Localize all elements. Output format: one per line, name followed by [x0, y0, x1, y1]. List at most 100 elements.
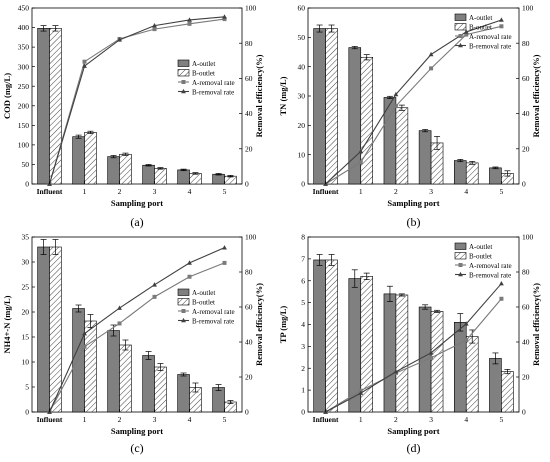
bar-b-outlet: [325, 28, 338, 185]
point-a-removal-rate: [464, 338, 469, 343]
x-axis-title: Sampling port: [111, 426, 163, 436]
point-b-removal-rate: [499, 280, 504, 286]
bar-a-outlet: [37, 28, 50, 185]
x-tick-label: 3: [429, 187, 433, 196]
bar-b-outlet: [119, 153, 132, 185]
line-b-removal-rate: [48, 247, 225, 413]
legend-marker: [181, 317, 186, 323]
point-a-removal-rate: [152, 27, 157, 32]
panel-label: (c): [130, 441, 143, 455]
y-tick-label: 50: [298, 33, 306, 42]
line-a-removal-rate: [325, 298, 502, 413]
line-b-removal-rate: [325, 283, 502, 413]
x-tick-label: 5: [500, 415, 504, 424]
y-axis-title: TP (mg/L): [278, 306, 288, 344]
x-tick-label: 2: [118, 187, 122, 196]
y-tick-label: 5: [301, 298, 305, 307]
bar-a-outlet: [453, 160, 467, 185]
point-a-removal-rate: [429, 66, 434, 71]
x-tick-label: Influent: [37, 415, 63, 424]
y-tick-label: 20: [298, 121, 306, 130]
bar-a-outlet: [313, 28, 326, 185]
bar-a-outlet: [107, 156, 120, 185]
legend-marker: [458, 42, 463, 48]
bar-b-outlet: [189, 173, 202, 185]
y-tick-label: 0: [25, 180, 29, 189]
point-b-removal-rate: [187, 17, 192, 22]
y2-tick-label: 80: [245, 39, 253, 48]
line-a-removal-rate: [325, 25, 502, 185]
y-tick-label: 60: [298, 4, 306, 13]
bar-a-outlet: [37, 246, 50, 413]
legend-label: B-removal rate: [469, 271, 511, 279]
bar-b-outlet: [430, 311, 444, 413]
panel-2: 0 10 20 30 40 50 60 0 20 40 60 80 100 Influent 1 2 3 4 5 Sa…: [278, 4, 541, 229]
point-b-removal-rate: [152, 23, 157, 28]
y-tick-label: 3: [301, 342, 305, 351]
panel-1: 0 50 100 150 200 250 300 350 400 450 0 20 40 60 80 100 I…: [2, 4, 264, 229]
point-b-removal-rate: [393, 91, 399, 97]
x-tick-label: 4: [188, 187, 192, 196]
y2-tick-label: 0: [522, 408, 526, 417]
legend-marker: [181, 88, 186, 94]
point-a-removal-rate: [152, 294, 157, 299]
y2-tick-label: 60: [245, 74, 253, 83]
legend-label: B-removal rate: [192, 317, 234, 325]
y2-tick-label: 80: [522, 268, 530, 277]
panel-label: (d): [407, 441, 421, 455]
y-tick-label: 250: [18, 82, 30, 91]
point-a-removal-rate: [499, 24, 504, 29]
panel-3: 0 5 10 15 20 25 30 35 0 20 40 60 80 100 Influent 1 2 3 4 5 S…: [2, 233, 264, 455]
panel-label: (b): [407, 215, 421, 229]
legend-marker: [181, 80, 186, 84]
legend-label: A-outlet: [192, 289, 215, 297]
legend-label: A-outlet: [192, 60, 215, 68]
y-tick-label: 6: [301, 276, 305, 285]
legend-swatch-b-outlet: [177, 298, 190, 306]
point-a-removal-rate: [82, 344, 87, 349]
point-a-removal-rate: [358, 160, 363, 165]
x-tick-label: Influent: [37, 187, 63, 196]
y2-axis-title: Removal efficiency(%): [254, 283, 264, 366]
y2-tick-label: 80: [245, 268, 253, 277]
bar-a-outlet: [313, 259, 326, 413]
x-tick-label: Influent: [313, 187, 339, 196]
y2-tick-label: 0: [245, 408, 249, 417]
legend-label: A-removal rate: [192, 308, 235, 316]
y2-tick-label: 60: [522, 74, 530, 83]
y2-tick-label: 40: [245, 338, 253, 347]
y2-tick-label: 40: [245, 109, 253, 118]
point-a-removal-rate: [222, 260, 227, 265]
y-tick-label: 2: [301, 364, 305, 373]
point-a-removal-rate: [187, 21, 192, 26]
point-b-removal-rate: [393, 369, 399, 374]
y-tick-label: 20: [22, 308, 30, 317]
y-tick-label: 1: [301, 386, 305, 395]
point-b-removal-rate: [222, 14, 227, 19]
y2-tick-label: 40: [522, 338, 530, 347]
point-a-removal-rate: [117, 321, 122, 326]
y-tick-label: 50: [22, 160, 30, 169]
legend-swatch-b-outlet: [177, 69, 190, 77]
bar-a-outlet: [489, 358, 502, 413]
bar-b-outlet: [49, 246, 62, 413]
legend-label: B-removal rate: [469, 42, 511, 50]
bar-b-outlet: [501, 371, 514, 413]
x-tick-label: 2: [118, 415, 122, 424]
point-b-removal-rate: [358, 148, 364, 154]
legend-label: A-outlet: [469, 243, 492, 251]
y-tick-label: 15: [22, 333, 30, 342]
bar-b-outlet: [360, 56, 374, 185]
y-tick-label: 40: [298, 62, 306, 71]
y-axis-title: TN (mg/L): [278, 76, 288, 115]
bar-a-outlet: [177, 374, 190, 413]
point-a-removal-rate: [82, 59, 87, 64]
y-tick-label: 0: [301, 408, 305, 417]
x-tick-label: 4: [464, 415, 468, 424]
y2-tick-label: 60: [245, 303, 253, 312]
